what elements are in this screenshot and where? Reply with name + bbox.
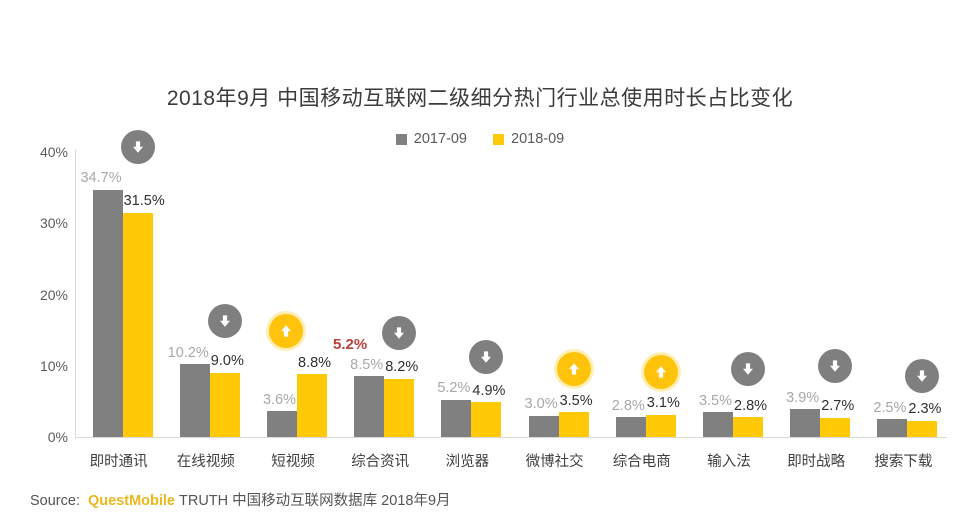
value-label-2018: 8.2%	[385, 359, 419, 376]
bar-2018[interactable]	[209, 372, 240, 437]
value-label-2017: 2.5%	[873, 399, 907, 416]
bar-2017[interactable]	[877, 419, 908, 437]
value-label-2018: 3.1%	[646, 395, 680, 412]
bar-group[interactable]: 3.6% 8.8%	[263, 152, 331, 437]
x-axis-label: 浏览器	[445, 454, 490, 470]
value-label-2018: 2.8%	[734, 397, 768, 414]
bar-2018[interactable]	[122, 212, 153, 437]
y-axis-tick: 40%	[39, 144, 68, 160]
bar-group[interactable]: 2.5% 2.3%	[873, 152, 941, 437]
bar-group[interactable]: 3.5% 2.8%	[699, 152, 767, 437]
y-axis-tick: 30%	[39, 215, 68, 232]
legend-swatch-2018	[493, 133, 504, 145]
chart-legend: 2017-09 2018-09	[0, 131, 960, 147]
chart-plot-area: 34.7% 31.5% 10.2% 9.0% 3.6% 8.8% 8.5% 8.2% 5.2% 4…	[75, 129, 947, 437]
value-label-2017: 8.5%	[350, 356, 384, 373]
bar-2017[interactable]	[703, 412, 733, 437]
trend-up-icon	[556, 352, 591, 387]
value-label-2018: 2.7%	[821, 398, 855, 415]
x-axis-label: 输入法	[707, 454, 751, 470]
bar-2017[interactable]	[267, 411, 297, 437]
bar-group[interactable]: 5.2% 4.9%	[437, 152, 505, 437]
bar-2017[interactable]	[179, 364, 210, 437]
bar-2017[interactable]	[441, 399, 472, 437]
legend-label-2018: 2018-09	[511, 131, 565, 147]
page-title: 2018年9月 中国移动互联网二级细分热门行业总使用时长占比变化	[166, 87, 794, 110]
trend-up-icon	[269, 314, 303, 349]
trend-down-icon	[731, 352, 765, 387]
bar-group[interactable]: 34.7% 31.5%	[80, 129, 165, 437]
x-axis-label: 搜索下载	[874, 454, 933, 470]
source-note: Source: QuestMobile TRUTH 中国移动互联网数据库 2018年…	[30, 489, 451, 510]
x-axis-line	[75, 437, 947, 438]
trend-up-icon	[643, 354, 678, 389]
value-label-2017: 3.9%	[786, 389, 820, 406]
y-axis-line	[75, 150, 76, 439]
x-axis-label: 微博社交	[525, 454, 584, 470]
bar-group[interactable]: 2.8% 3.1%	[612, 152, 680, 437]
value-label-2018: 9.0%	[210, 353, 244, 370]
bar-2018[interactable]	[645, 414, 676, 437]
bar-2017[interactable]	[790, 409, 821, 437]
value-label-2018: 2.3%	[908, 401, 942, 418]
bar-2017[interactable]	[354, 376, 385, 437]
trend-down-icon	[382, 316, 417, 351]
x-axis-label: 在线视频	[176, 454, 235, 470]
bar-2018[interactable]	[471, 402, 502, 437]
value-label-2017: 3.6%	[262, 391, 296, 408]
value-label-2018: 3.5%	[559, 392, 593, 409]
legend-swatch-2017	[395, 133, 407, 145]
bar-2018[interactable]	[907, 420, 938, 437]
x-axis-label: 综合资讯	[351, 454, 410, 470]
x-axis-label: 即时通讯	[89, 454, 148, 470]
source-text: TRUTH 中国移动互联网数据库 2018年9月	[179, 493, 451, 509]
value-label-2017: 10.2%	[167, 344, 209, 361]
value-label-2018: 8.8%	[298, 354, 332, 371]
trend-down-icon	[818, 349, 853, 384]
source-prefix: Source:	[30, 493, 80, 509]
bar-2018[interactable]	[558, 412, 589, 437]
value-label-2017: 3.5%	[698, 392, 732, 409]
trend-down-icon	[905, 359, 940, 394]
bar-2018[interactable]	[733, 417, 763, 437]
bar-2018[interactable]	[820, 417, 851, 437]
source-brand: QuestMobile	[87, 493, 175, 509]
value-label-2017: 3.0%	[524, 396, 558, 413]
bar-group[interactable]: 10.2% 9.0%	[168, 152, 244, 437]
x-axis-label: 综合电商	[612, 454, 671, 470]
bar-2018[interactable]	[297, 374, 327, 437]
legend-item-2018[interactable]: 2018-09	[493, 131, 564, 147]
bar-2018[interactable]	[384, 378, 415, 437]
bar-2017[interactable]	[528, 415, 559, 437]
bar-2017[interactable]	[92, 189, 123, 437]
delta-annotation: 5.2%	[333, 336, 368, 354]
bar-group[interactable]: 3.9% 2.7%	[786, 152, 854, 437]
trend-down-icon	[469, 339, 504, 374]
bar-group[interactable]: 3.0% 3.5%	[525, 152, 593, 437]
value-label-2018: 4.9%	[472, 382, 506, 399]
bar-group[interactable]: 8.5% 8.2%	[350, 152, 418, 437]
x-axis-label: 即时战略	[787, 454, 846, 470]
y-axis-tick: 10%	[39, 357, 68, 374]
y-axis-tick: 20%	[39, 286, 68, 303]
value-label-2017: 34.7%	[80, 170, 122, 187]
value-label-2017: 5.2%	[437, 380, 471, 397]
trend-down-icon	[120, 129, 155, 164]
bar-2017[interactable]	[615, 417, 646, 437]
legend-item-2017[interactable]: 2017-09	[395, 131, 467, 147]
legend-label-2017: 2017-09	[413, 131, 467, 147]
x-axis-label: 短视频	[271, 454, 315, 470]
trend-down-icon	[207, 304, 242, 339]
value-label-2017: 2.8%	[611, 397, 645, 414]
y-axis-tick: 0%	[47, 429, 68, 445]
value-label-2018: 31.5%	[123, 193, 165, 210]
y-axis-ticks: 0% 10% 20% 30% 40%	[0, 0, 68, 520]
